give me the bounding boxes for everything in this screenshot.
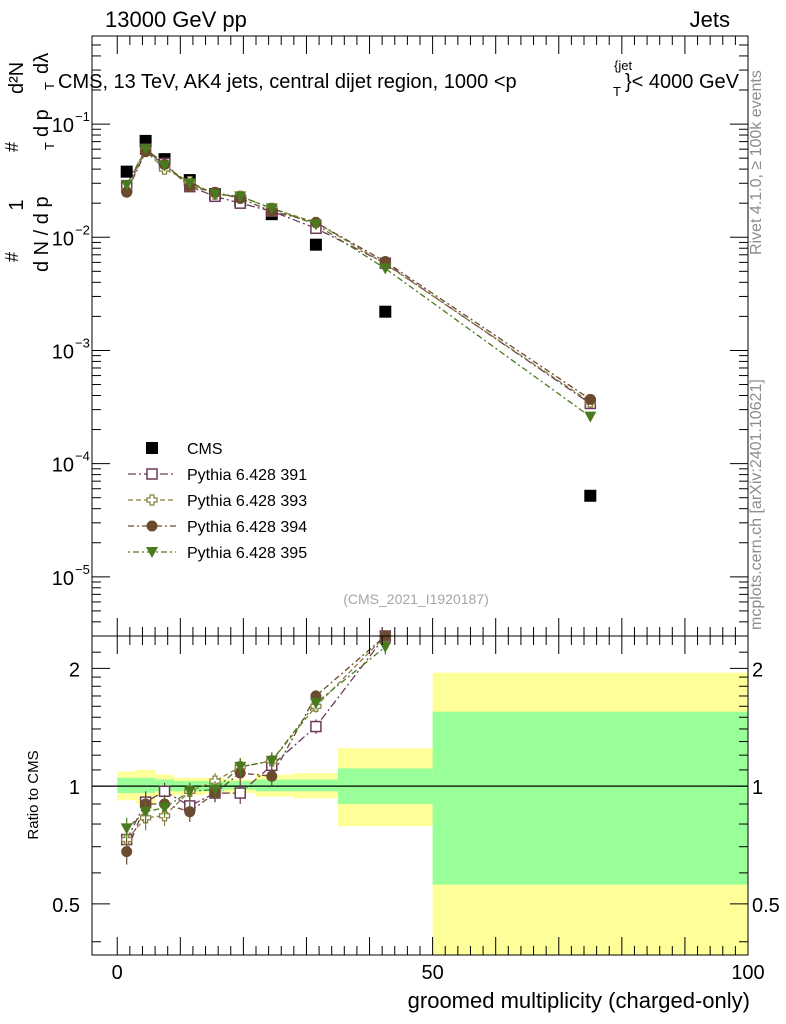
data-point-Pythia-6.428-395 (209, 189, 221, 201)
data-point-CMS (120, 165, 133, 178)
data-point-Pythia-6.428-395 (139, 144, 152, 156)
data-point-CMS (379, 305, 392, 318)
data-point-Pythia-6.428-394 (121, 186, 133, 198)
legend-label: Pythia 6.428 391 (187, 467, 307, 484)
data-point-Pythia-6.428-395 (234, 191, 247, 203)
legend-marker (146, 468, 158, 480)
ratio-point-Pythia-6.428-395 (139, 806, 152, 818)
ratio-point-Pythia-6.428-394 (184, 806, 196, 818)
ratio-y-tick-label: 1 (69, 777, 80, 799)
main-y-tick-label: 10 (52, 115, 74, 137)
main-y-tick-exponent: −3 (75, 335, 90, 350)
svg-text:d p: d p (31, 109, 53, 137)
ratio-y-tick-label-right: 1 (752, 777, 763, 799)
series-line-Pythia-6.428-394 (126, 150, 591, 400)
ratio-point-Pythia-6.428-395 (183, 786, 196, 798)
main-y-tick-exponent: −4 (75, 449, 90, 464)
legend-marker (146, 520, 158, 532)
ratio-point-Pythia-6.428-395 (209, 784, 221, 796)
plot-title: CMS, 13 TeV, AK4 jets, central dijet reg… (58, 71, 517, 93)
main-y-tick-label: 10 (52, 455, 74, 477)
data-point-CMS (309, 238, 322, 251)
main-y-axis-label: # 1 d N / d p T # d²N d p T dλ (2, 53, 57, 272)
plot-title-sup: {jet (614, 58, 632, 73)
ratio-y-tick-label-right: 0.5 (752, 895, 780, 917)
series-line-Pythia-6.428-391 (126, 148, 591, 405)
ratio-point-Pythia-6.428-395 (234, 761, 247, 773)
plot-title-sub: T (613, 84, 621, 99)
data-point-Pythia-6.428-395 (183, 178, 196, 190)
ratio-line-Pythia-6.428-393 (126, 635, 386, 841)
main-y-tick-exponent: −5 (75, 562, 90, 577)
data-point-Pythia-6.428-395 (584, 411, 597, 423)
plot-title-end: }< 4000 GeV (625, 71, 740, 93)
legend-marker (146, 494, 158, 506)
svg-text:#: # (2, 252, 22, 262)
header-category: Jets (690, 7, 730, 32)
data-point-Pythia-6.428-395 (309, 219, 322, 231)
analysis-watermark: (CMS_2021_I1920187) (343, 591, 489, 607)
ratio-point-Pythia-6.428-394 (121, 846, 133, 858)
ratio-point-Pythia-6.428-391 (158, 785, 171, 798)
data-point-Pythia-6.428-395 (379, 263, 392, 275)
uncertainty-band-inner (256, 779, 294, 792)
uncertainty-band-inner (136, 777, 156, 794)
svg-text:d²N: d²N (6, 62, 28, 94)
legend-label: Pythia 6.428 394 (187, 519, 307, 536)
svg-text:T: T (42, 82, 57, 90)
ratio-point-Pythia-6.428-395 (158, 802, 171, 814)
svg-text:T: T (42, 142, 57, 150)
uncertainty-band-inner (117, 777, 137, 794)
main-y-tick-exponent: −2 (75, 222, 90, 237)
legend-label: CMS (187, 441, 223, 458)
x-tick-label: 50 (421, 962, 443, 984)
rivet-version-label: Rivet 4.1.0, ≥ 100k events (748, 70, 765, 255)
ratio-line-Pythia-6.428-391 (126, 635, 386, 840)
data-point-Pythia-6.428-395 (265, 203, 278, 215)
ratio-point-Pythia-6.428-394 (266, 770, 278, 782)
data-point-Pythia-6.428-395 (120, 179, 133, 191)
main-y-tick-exponent: −1 (75, 109, 90, 124)
ratio-point-Pythia-6.428-391 (234, 787, 246, 799)
ratio-point-Pythia-6.428-395 (309, 698, 322, 710)
uncertainty-band-inner (432, 711, 748, 885)
data-point-CMS (584, 489, 597, 502)
ratio-y-tick-label-right: 2 (752, 659, 763, 681)
legend-label: Pythia 6.428 395 (187, 545, 307, 562)
data-point-Pythia-6.428-394 (584, 393, 596, 405)
main-y-tick-label: 10 (52, 228, 74, 250)
header-process: 13000 GeV pp (105, 7, 247, 32)
series-line-Pythia-6.428-395 (126, 148, 591, 418)
ratio-point-Pythia-6.428-395 (265, 755, 278, 767)
data-point-Pythia-6.428-395 (158, 160, 171, 172)
ratio-point-Pythia-6.428-395 (120, 823, 133, 835)
uncertainty-band-inner (293, 779, 338, 792)
svg-text:dλ: dλ (31, 53, 53, 74)
ratio-y-axis-label: Ratio to CMS (25, 750, 42, 839)
svg-text:#: # (2, 142, 22, 152)
svg-text:d N / d p: d N / d p (31, 196, 53, 272)
svg-text:1: 1 (6, 199, 28, 210)
x-tick-label: 100 (731, 962, 764, 984)
main-y-tick-label: 10 (52, 341, 74, 363)
x-axis-label: groomed multiplicity (charged-only) (408, 988, 750, 1013)
x-tick-label: 0 (112, 962, 123, 984)
legend-label: Pythia 6.428 393 (187, 493, 307, 510)
mcplots-label: mcplots.cern.ch [arXiv:2401.10621] (748, 379, 765, 630)
ratio-y-tick-label: 2 (69, 659, 80, 681)
legend: CMS Pythia 6.428 391 Pythia 6.428 393 Pythi… (128, 441, 307, 562)
ratio-point-Pythia-6.428-391 (310, 720, 322, 733)
legend-marker (146, 547, 158, 558)
legend-marker (146, 442, 158, 454)
ratio-y-tick-label: 0.5 (52, 895, 80, 917)
main-y-tick-label: 10 (52, 568, 74, 590)
